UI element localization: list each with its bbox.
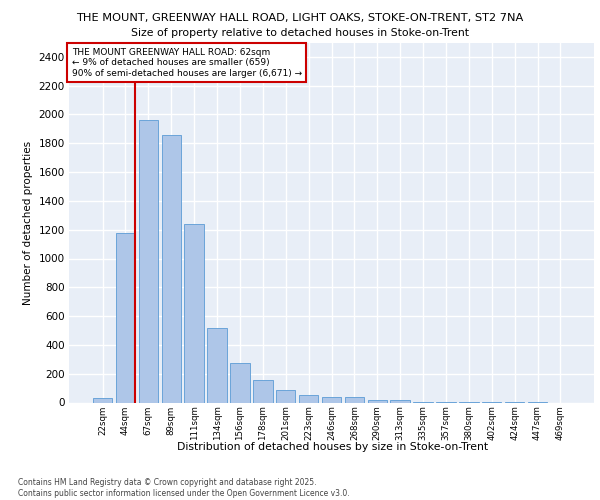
Text: THE MOUNT GREENWAY HALL ROAD: 62sqm
← 9% of detached houses are smaller (659)
90: THE MOUNT GREENWAY HALL ROAD: 62sqm ← 9%… bbox=[71, 48, 302, 78]
Bar bbox=[93, 398, 112, 402]
Bar bbox=[230, 363, 250, 403]
Bar bbox=[368, 400, 387, 402]
Bar bbox=[253, 380, 272, 402]
Bar bbox=[391, 400, 410, 402]
Bar bbox=[276, 390, 295, 402]
Y-axis label: Number of detached properties: Number of detached properties bbox=[23, 140, 33, 304]
Bar bbox=[299, 396, 319, 402]
Bar bbox=[116, 234, 135, 402]
Text: THE MOUNT, GREENWAY HALL ROAD, LIGHT OAKS, STOKE-ON-TRENT, ST2 7NA: THE MOUNT, GREENWAY HALL ROAD, LIGHT OAK… bbox=[76, 12, 524, 22]
Bar bbox=[208, 328, 227, 402]
Bar bbox=[184, 224, 204, 402]
Bar bbox=[322, 396, 341, 402]
Bar bbox=[139, 120, 158, 402]
Text: Size of property relative to detached houses in Stoke-on-Trent: Size of property relative to detached ho… bbox=[131, 28, 469, 38]
Bar bbox=[161, 136, 181, 402]
Text: Distribution of detached houses by size in Stoke-on-Trent: Distribution of detached houses by size … bbox=[178, 442, 488, 452]
Text: Contains HM Land Registry data © Crown copyright and database right 2025.
Contai: Contains HM Land Registry data © Crown c… bbox=[18, 478, 350, 498]
Bar bbox=[344, 398, 364, 402]
